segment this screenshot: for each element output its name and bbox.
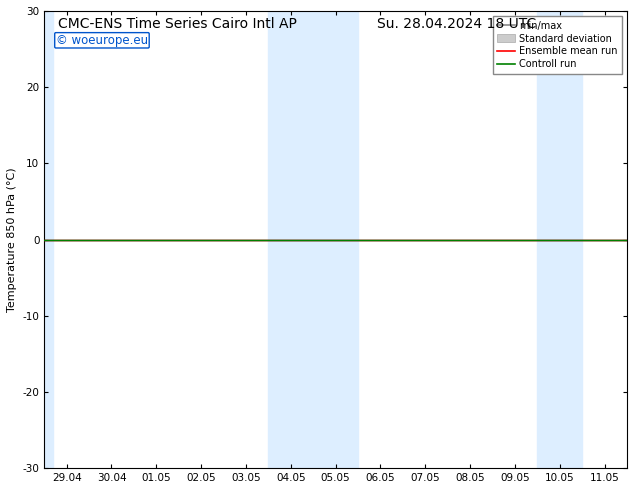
Bar	[538, 11, 582, 468]
Bar	[268, 11, 313, 468]
Text: Su. 28.04.2024 18 UTC: Su. 28.04.2024 18 UTC	[377, 17, 536, 31]
Legend: min/max, Standard deviation, Ensemble mean run, Controll run: min/max, Standard deviation, Ensemble me…	[493, 16, 622, 74]
Y-axis label: Temperature 850 hPa (°C): Temperature 850 hPa (°C)	[7, 167, 17, 312]
Text: © woeurope.eu: © woeurope.eu	[56, 34, 148, 47]
Bar	[44, 11, 53, 468]
Bar	[313, 11, 358, 468]
Text: CMC-ENS Time Series Cairo Intl AP: CMC-ENS Time Series Cairo Intl AP	[58, 17, 297, 31]
